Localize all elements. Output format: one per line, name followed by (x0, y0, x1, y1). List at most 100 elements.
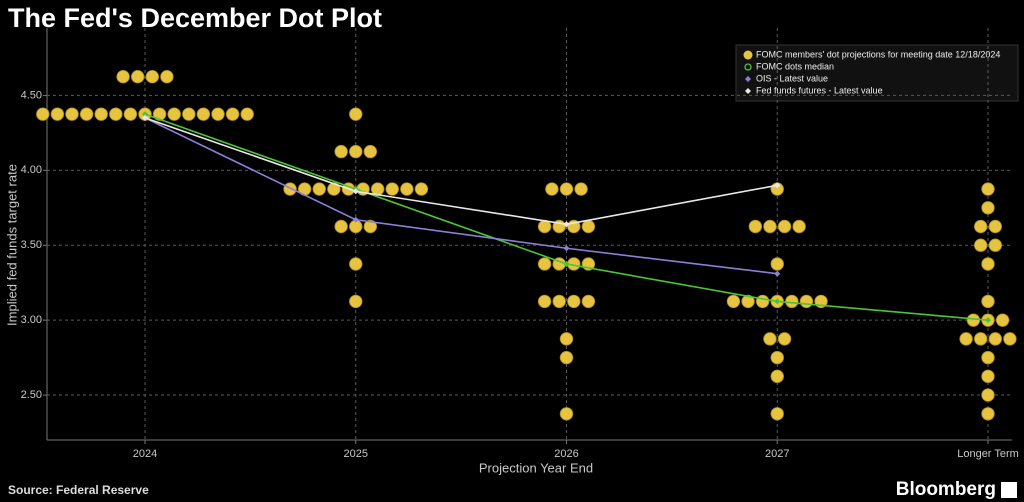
dot (770, 369, 784, 384)
dot (537, 294, 552, 309)
legend-label: FOMC dots median (756, 61, 834, 71)
legend-symbol (745, 88, 751, 94)
dot (414, 182, 429, 196)
dot (327, 182, 341, 196)
dot (755, 294, 770, 309)
dot (770, 407, 784, 421)
dot (567, 294, 581, 309)
dot (574, 182, 588, 196)
dot (312, 182, 326, 196)
dot (50, 107, 65, 121)
y-tick-label: 2.50 (21, 389, 42, 401)
dot (981, 294, 995, 309)
dot (559, 407, 574, 421)
brand-logo (1001, 482, 1017, 498)
x-axis-label: Projection Year End (479, 460, 593, 475)
series-line (144, 117, 778, 226)
dot (785, 294, 799, 309)
y-tick-label: 3.00 (21, 314, 42, 326)
dot (116, 69, 130, 84)
brand: Bloomberg (896, 479, 996, 500)
dot (36, 107, 50, 121)
dot (792, 219, 806, 234)
dot (559, 332, 574, 346)
series-marker (142, 111, 148, 118)
dot (981, 388, 995, 402)
dot (167, 107, 181, 121)
dot (240, 107, 254, 121)
series-marker (563, 260, 570, 267)
series-marker (774, 182, 781, 189)
dot (988, 238, 1003, 252)
x-tick-label: 2025 (344, 448, 368, 460)
dot (65, 107, 79, 121)
dot (799, 294, 814, 309)
series-marker (774, 270, 781, 277)
dot (123, 107, 138, 121)
y-axis-label: Implied fed funds target rate (4, 164, 19, 326)
dot (974, 332, 988, 346)
dot (770, 350, 784, 365)
dot (334, 219, 348, 234)
x-tick-label: 2027 (765, 448, 789, 460)
dot (400, 182, 414, 196)
dot (988, 332, 1003, 346)
dot (349, 144, 363, 159)
dot (748, 219, 763, 234)
dot (559, 182, 574, 196)
series-marker (142, 114, 148, 121)
dot (777, 219, 792, 234)
dot (385, 182, 399, 196)
legend-label: OIS - Latest value (756, 73, 828, 83)
y-tick-label: 4.50 (21, 89, 42, 101)
dot (981, 201, 995, 215)
dot (363, 219, 378, 234)
dot (283, 182, 297, 196)
y-tick-label: 4.00 (21, 164, 42, 176)
dot (109, 107, 123, 121)
dot (966, 313, 981, 327)
series-marker (774, 298, 781, 305)
series-marker (563, 245, 570, 252)
series-marker (563, 221, 570, 228)
dot (981, 350, 995, 365)
dot (349, 257, 363, 271)
dot (559, 350, 574, 365)
dot (94, 107, 108, 121)
legend (735, 44, 1019, 102)
dot (211, 107, 225, 121)
dot (974, 219, 988, 234)
dot (160, 69, 174, 84)
dot (981, 257, 995, 271)
dot (196, 107, 211, 121)
dot (959, 332, 973, 346)
dot (581, 294, 596, 309)
chart-title: The Fed's December Dot Plot (8, 3, 382, 33)
dot (981, 369, 995, 384)
series-line (144, 117, 778, 275)
dot (741, 294, 755, 309)
dot (363, 144, 378, 159)
dot (763, 219, 777, 234)
dot (995, 313, 1010, 327)
dot (152, 107, 167, 121)
dot (349, 294, 363, 309)
dot (145, 69, 160, 84)
legend-label: FOMC members' dot projections for meetin… (756, 49, 1000, 59)
series-marker (352, 216, 359, 223)
series-marker (352, 188, 359, 195)
dot (552, 294, 566, 309)
dot (581, 219, 596, 234)
dot (349, 107, 363, 121)
y-tick-label: 3.50 (21, 239, 42, 251)
x-tick-label: Longer Term (957, 448, 1019, 460)
dot (974, 238, 988, 252)
series-marker (985, 317, 991, 324)
x-tick-label: 2024 (133, 448, 157, 460)
dot (763, 332, 777, 346)
legend-symbol (744, 63, 752, 71)
dot (981, 407, 995, 421)
dot (981, 182, 995, 196)
dot (225, 107, 240, 121)
